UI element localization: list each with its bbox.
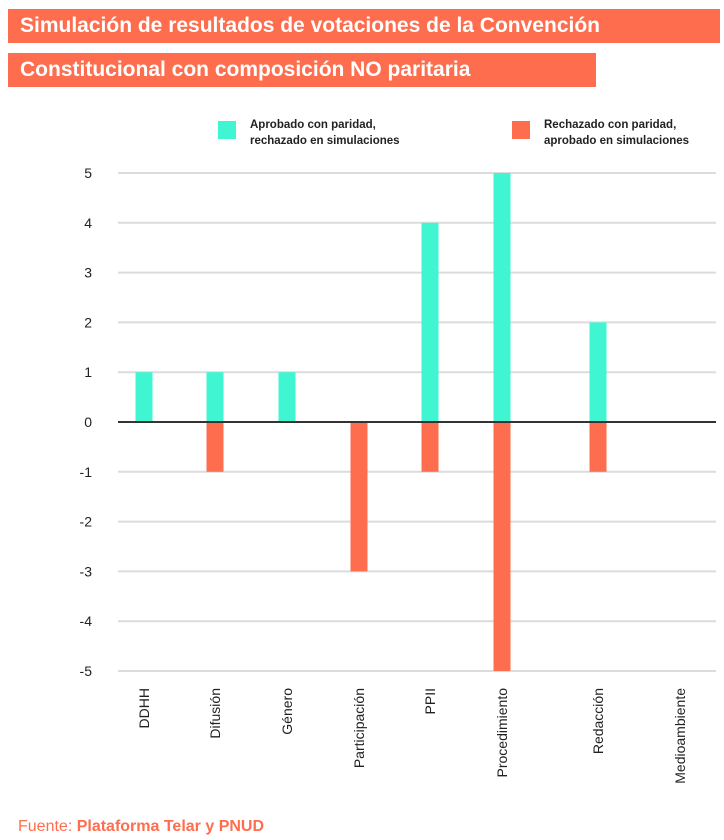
y-axis-tick-labels: 5 4 3 2 1 0 -1 -2 -3 -4 -5: [80, 165, 93, 679]
chart-title-line-1: Simulación de resultados de votaciones d…: [8, 9, 720, 43]
x-tick-label: PPII: [422, 688, 438, 714]
bar-ddhh: [135, 372, 153, 422]
x-tick-label: Procedimiento: [494, 688, 510, 778]
x-tick-label: Participación: [351, 688, 367, 768]
bar-difusión: [206, 372, 224, 422]
y-tick-label: -5: [80, 663, 93, 679]
y-tick-label: 3: [84, 265, 92, 281]
bar-procedimiento: [493, 422, 511, 671]
source-name: Plataforma Telar y PNUD: [76, 818, 265, 835]
x-tick-label: Medioambiente: [672, 688, 688, 784]
legend-label-rejected: Rechazado con paridad, aprobado en simul…: [544, 119, 690, 147]
y-tick-label: 0: [84, 414, 92, 430]
legend-swatch-approved: [218, 121, 236, 139]
bar-chart: 5 4 3 2 1 0 -1 -2 -3 -4 -5 DDHH Difusión Género Parti…: [80, 165, 716, 784]
x-tick-label: Redacción: [590, 688, 606, 754]
bar-género: [278, 372, 296, 422]
bar-redacción: [589, 422, 607, 472]
source-prefix: Fuente:: [18, 818, 77, 835]
legend-item-rejected: Rechazado con paridad, aprobado en simul…: [512, 117, 714, 149]
y-tick-label: 2: [84, 314, 92, 330]
chart-title-line-2: Constitucional con composición NO parita…: [8, 53, 596, 87]
y-tick-label: -4: [80, 613, 93, 629]
bar-procedimiento: [493, 173, 511, 422]
legend-swatch-rejected: [512, 121, 530, 139]
bars: [135, 173, 607, 671]
x-tick-label: DDHH: [136, 688, 152, 728]
bar-redacción: [589, 322, 607, 422]
x-tick-label: Género: [279, 688, 295, 735]
y-tick-label: 5: [84, 165, 92, 181]
legend-item-approved: Aprobado con paridad, rechazado en simul…: [218, 117, 430, 149]
bar-difusión: [206, 422, 224, 472]
y-tick-label: 1: [84, 364, 92, 380]
source-note: Fuente: Plataforma Telar y PNUD: [18, 818, 264, 836]
y-tick-label: -3: [80, 563, 93, 579]
x-axis-category-labels: DDHH Difusión Género Participación PPII Proce…: [136, 688, 688, 784]
x-tick-label: Difusión: [207, 688, 223, 739]
bar-ppii: [421, 222, 439, 422]
legend-label-approved: Aprobado con paridad, rechazado en simul…: [250, 119, 400, 147]
y-tick-label: -2: [80, 514, 93, 530]
y-tick-label: 4: [84, 215, 92, 231]
y-tick-label: -1: [80, 464, 93, 480]
bar-participación: [350, 422, 368, 572]
bar-ppii: [421, 422, 439, 472]
